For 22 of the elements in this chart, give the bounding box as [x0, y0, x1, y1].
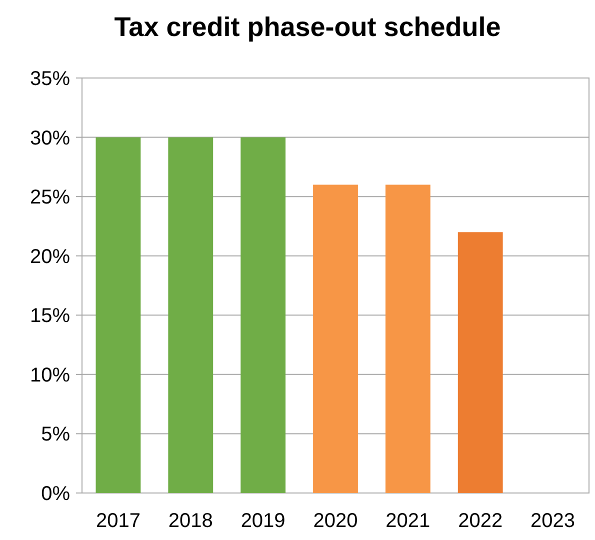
x-tick-label: 2018: [168, 510, 213, 532]
x-tick-label: 2019: [240, 510, 286, 532]
x-tick-label: 2020: [313, 510, 358, 532]
x-tick-label: 2023: [530, 510, 576, 532]
bar: [168, 137, 214, 493]
y-tick-label: 10%: [30, 364, 70, 386]
bar: [385, 184, 430, 493]
y-tick-label: 15%: [30, 305, 70, 328]
x-tick-label: 2017: [96, 510, 140, 532]
x-tick-label: 2021: [386, 510, 430, 532]
x-tick-label: 2022: [458, 510, 503, 532]
bar: [313, 184, 358, 493]
y-tick-label: 20%: [30, 246, 70, 268]
bar: [240, 137, 286, 493]
y-tick-label: 35%: [30, 68, 70, 90]
bar: [458, 232, 503, 493]
y-tick-label: 30%: [30, 127, 70, 150]
y-tick-label: 0%: [41, 483, 70, 505]
chart-title: Tax credit phase-out schedule: [114, 12, 501, 42]
y-tick-label: 25%: [30, 186, 70, 209]
bar: [96, 137, 141, 493]
y-tick-label: 5%: [41, 424, 70, 446]
